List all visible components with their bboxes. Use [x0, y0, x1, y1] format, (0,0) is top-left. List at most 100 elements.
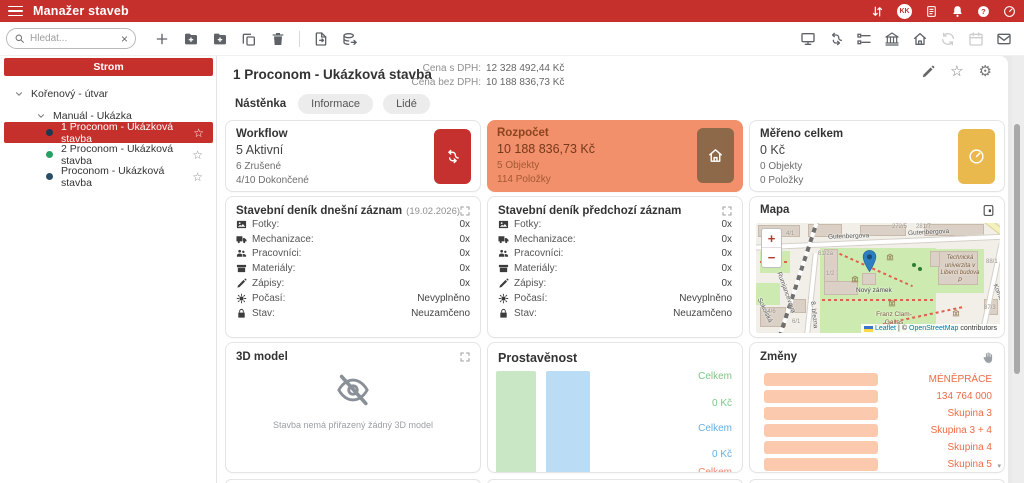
diary-row-label: Materiály:: [252, 263, 296, 275]
pencil-icon: [498, 278, 514, 289]
tree-item-label: Manuál - Ukázka: [53, 109, 132, 122]
favorite-star-icon[interactable]: ☆: [192, 147, 203, 162]
diary-previous-card: Stavební deník předchozí záznam Fotky: 0x…: [487, 196, 743, 338]
bank-icon[interactable]: [884, 31, 900, 47]
map-building: [930, 251, 940, 267]
osm-link[interactable]: OpenStreetMap: [909, 325, 959, 332]
zoom-in-button[interactable]: +: [762, 229, 781, 248]
mail-icon[interactable]: [996, 31, 1012, 47]
mereno-total: 0 Kč: [760, 143, 786, 157]
workflow-icon: [444, 148, 461, 165]
edit-pencil-icon[interactable]: [921, 65, 935, 79]
delete-icon[interactable]: [270, 31, 286, 47]
tree-item-manual[interactable]: Manuál - Ukázka: [0, 105, 216, 126]
pencil-icon: [236, 278, 252, 289]
price-with-vat-label: Cena s DPH:: [422, 63, 481, 74]
diary-row-label: Počasí:: [252, 292, 286, 304]
house-number: 4/1: [786, 231, 795, 237]
rozpocet-icon-button[interactable]: [697, 128, 734, 183]
diary-row-label: Zápisy:: [252, 278, 285, 290]
sync-icon: [940, 31, 956, 47]
diary-row-label: Materiály:: [514, 263, 558, 275]
map-marker-pin[interactable]: [862, 249, 877, 273]
change-label: Skupina 4: [947, 442, 992, 453]
chevron-down-icon[interactable]: [36, 111, 46, 121]
house-number: 1/2: [826, 271, 835, 277]
tree-item-stavba-2[interactable]: 2 Proconom - Ukázková stavba ☆: [0, 143, 216, 167]
leaflet-link[interactable]: Leaflet: [874, 325, 896, 332]
diary-row-value: 0x: [721, 263, 732, 275]
map-card: Mapa: [749, 196, 1005, 338]
change-label: Skupina 5: [947, 459, 992, 470]
card-title: Stavební deník předchozí záznam: [498, 205, 682, 217]
monitor-icon[interactable]: [800, 31, 816, 47]
toolbar: ×: [0, 22, 1024, 56]
main-content: 1 Proconom - Ukázková stavba Cena s DPH:…: [217, 56, 1024, 483]
house-number: 61/2a: [818, 251, 834, 257]
mereno-icon-button[interactable]: [958, 129, 995, 184]
tab-nastenka[interactable]: Nástěnka: [235, 98, 287, 110]
house-number: 87/3: [984, 305, 996, 311]
map-mode-icon[interactable]: [982, 204, 995, 217]
scrollbar-thumb[interactable]: [1014, 124, 1020, 374]
empty-state-text: Stavba nemá přiřazený žádný 3D model: [272, 420, 434, 430]
diary-row-value: Neuzamčeno: [411, 307, 470, 319]
news-document-icon[interactable]: [925, 5, 938, 18]
diary-row-value: Nevyplněno: [679, 292, 732, 304]
cutoff-card: [225, 479, 481, 483]
tree-item-stavba-1-selected[interactable]: 1 Proconom - Ukázková stavba ☆: [4, 120, 213, 145]
lock-icon: [498, 308, 514, 319]
help-icon[interactable]: [977, 5, 990, 18]
add-subfolder-icon[interactable]: [212, 31, 228, 47]
workflow-icon-button[interactable]: [434, 129, 471, 184]
diary-row-label: Fotky:: [514, 218, 542, 230]
expand-icon[interactable]: [459, 205, 471, 217]
export-file-icon[interactable]: [313, 31, 329, 47]
avatar[interactable]: KK: [897, 3, 912, 19]
copy-icon[interactable]: [241, 31, 257, 47]
favorite-star-icon[interactable]: ☆: [950, 63, 964, 80]
favorite-star-icon[interactable]: ☆: [192, 169, 203, 184]
gauge-icon[interactable]: [1003, 5, 1016, 18]
hand-pan-icon[interactable]: [981, 351, 994, 364]
sort-arrows-icon[interactable]: [871, 5, 884, 18]
ukraine-flag-icon: [863, 325, 873, 332]
expand-icon[interactable]: [459, 351, 471, 363]
clear-search-icon[interactable]: ×: [120, 31, 128, 46]
chevron-down-icon[interactable]: [14, 89, 24, 99]
chart-bar-blue: [546, 371, 590, 472]
add-folder-icon[interactable]: [183, 31, 199, 47]
tree-item-root[interactable]: Kořenový - útvar: [0, 83, 216, 104]
poi-label: Technická univerzita v Liberci budova P: [940, 255, 980, 284]
notifications-bell-icon[interactable]: [951, 5, 964, 18]
search-box[interactable]: ×: [6, 28, 136, 49]
hamburger-menu-icon[interactable]: [8, 5, 23, 17]
leaflet-map[interactable]: Gutenbergova Gutenbergova Rumjancevova 8…: [756, 223, 1000, 333]
settings-gear-icon[interactable]: ⚙: [978, 63, 992, 80]
scroll-down-arrow[interactable]: ▾: [997, 463, 1001, 470]
change-bar: [764, 441, 878, 454]
export-data-icon[interactable]: [342, 31, 358, 47]
tab-informace[interactable]: Informace: [298, 94, 374, 114]
tab-lide[interactable]: Lidé: [383, 94, 430, 114]
home-icon[interactable]: [912, 31, 928, 47]
zoom-out-button[interactable]: −: [767, 250, 776, 265]
page-scrollbar: [1012, 56, 1024, 483]
rozpocet-items: 114 Položky: [497, 174, 551, 185]
tasks-icon[interactable]: [856, 31, 872, 47]
diary-row-value: 0x: [721, 278, 732, 290]
workflow-icon[interactable]: [828, 31, 844, 47]
sun-icon: [236, 293, 252, 304]
change-label: 134 764 000: [936, 391, 992, 402]
truck-icon: [236, 234, 252, 245]
house-number: 14/6: [764, 309, 776, 315]
add-icon[interactable]: [154, 31, 170, 47]
tree-item-stavba-3[interactable]: Proconom - Ukázková stavba ☆: [0, 165, 216, 189]
favorite-star-icon[interactable]: ☆: [193, 125, 204, 140]
search-input[interactable]: [30, 33, 116, 44]
monument-icon: [888, 299, 896, 307]
eye-off-icon: [336, 373, 370, 407]
tree-item-label: 1 Proconom - Ukázková stavba: [61, 120, 174, 145]
expand-icon[interactable]: [721, 205, 733, 217]
price-summary: Cena s DPH: 12 328 492,44 Kč Cena bez DPH…: [403, 62, 565, 90]
